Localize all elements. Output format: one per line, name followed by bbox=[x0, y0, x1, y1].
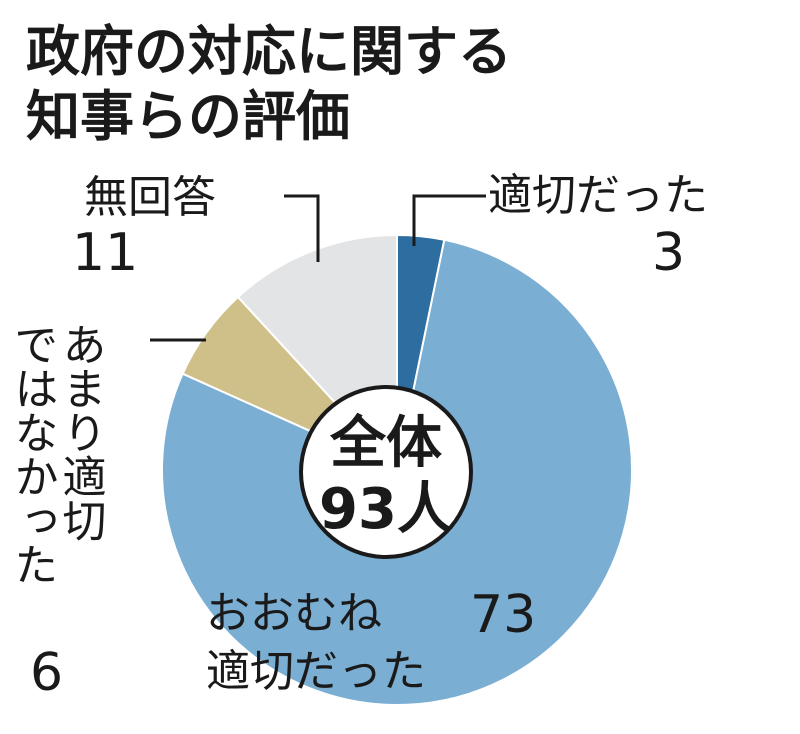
value-no-answer: 11 bbox=[72, 223, 138, 283]
label-not-very-col2: ではなかった bbox=[7, 322, 58, 586]
leader-line-no-answer bbox=[284, 194, 320, 262]
label-appropriate: 適切だった bbox=[488, 170, 708, 221]
center-label-line-2: 93人 bbox=[319, 477, 453, 542]
label-no-answer: 無回答 bbox=[84, 172, 216, 223]
value-appropriate: 3 bbox=[652, 223, 685, 283]
label-mostly-line1: おおむね bbox=[206, 588, 382, 639]
leader-lines bbox=[150, 194, 486, 342]
center-label-line-1: 全体 bbox=[329, 411, 442, 476]
center-badge bbox=[299, 385, 473, 559]
leader-line-appropriate bbox=[412, 194, 486, 246]
chart-title-line-1: 政府の対応に関する bbox=[26, 20, 512, 83]
chart-title-line-2: 知事らの評価 bbox=[26, 85, 350, 148]
value-not-very: 6 bbox=[30, 643, 63, 703]
label-not-very-col1: あまり適切 bbox=[55, 322, 106, 542]
value-mostly: 73 bbox=[470, 585, 536, 645]
label-mostly-line2: 適切だった bbox=[206, 646, 426, 697]
